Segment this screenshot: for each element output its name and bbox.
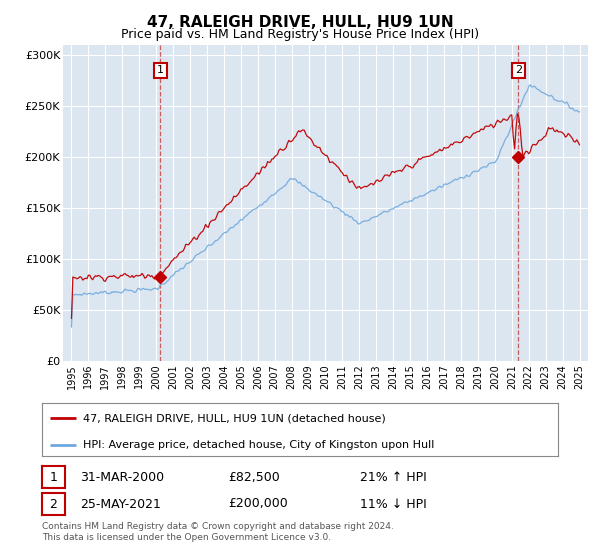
Text: Contains HM Land Registry data © Crown copyright and database right 2024.
This d: Contains HM Land Registry data © Crown c… — [42, 522, 394, 542]
Text: 25-MAY-2021: 25-MAY-2021 — [80, 497, 161, 511]
Text: 2: 2 — [515, 66, 522, 75]
Text: £200,000: £200,000 — [228, 497, 288, 511]
Text: 1: 1 — [49, 470, 58, 484]
Text: 1: 1 — [157, 66, 164, 75]
Text: £82,500: £82,500 — [228, 470, 280, 484]
Text: 31-MAR-2000: 31-MAR-2000 — [80, 470, 164, 484]
Text: Price paid vs. HM Land Registry's House Price Index (HPI): Price paid vs. HM Land Registry's House … — [121, 28, 479, 41]
Text: 47, RALEIGH DRIVE, HULL, HU9 1UN: 47, RALEIGH DRIVE, HULL, HU9 1UN — [146, 15, 454, 30]
Text: HPI: Average price, detached house, City of Kingston upon Hull: HPI: Average price, detached house, City… — [83, 440, 434, 450]
Text: 47, RALEIGH DRIVE, HULL, HU9 1UN (detached house): 47, RALEIGH DRIVE, HULL, HU9 1UN (detach… — [83, 413, 386, 423]
Text: 11% ↓ HPI: 11% ↓ HPI — [360, 497, 427, 511]
Text: 2: 2 — [49, 497, 58, 511]
Text: 21% ↑ HPI: 21% ↑ HPI — [360, 470, 427, 484]
